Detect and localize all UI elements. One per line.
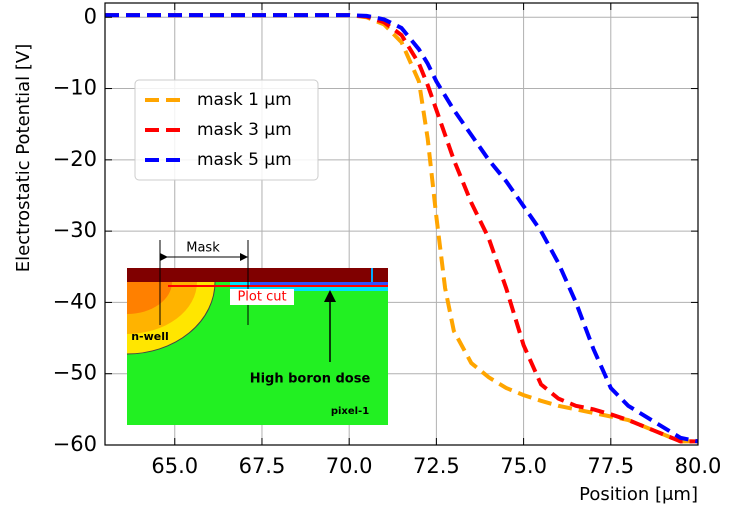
series-line xyxy=(105,13,698,444)
series-line xyxy=(105,13,698,444)
legend-label: mask 5 μm xyxy=(197,150,292,170)
x-tick-label: 72.5 xyxy=(413,454,460,478)
x-axis-label: Position [μm] xyxy=(579,484,698,505)
x-tick-label: 67.5 xyxy=(239,454,286,478)
y-tick-label: −50 xyxy=(53,361,97,385)
y-axis-label: Electrostatic Potential [V] xyxy=(13,44,34,273)
x-tick-label: 80.0 xyxy=(675,454,722,478)
legend-box xyxy=(134,79,319,181)
y-tick-label: −20 xyxy=(53,147,97,171)
y-tick-label: −30 xyxy=(53,218,97,242)
inset-image: Mask Plot cut n-well High boron dose pix… xyxy=(127,240,388,425)
legend: mask 1 μm mask 3 μm mask 5 μm xyxy=(134,79,319,181)
label-bg xyxy=(230,289,294,305)
legend-label: mask 1 μm xyxy=(197,90,292,110)
boron-layer xyxy=(250,282,388,286)
x-tick-label: 65.0 xyxy=(151,454,198,478)
x-tick-label: 77.5 xyxy=(587,454,634,478)
oxide-layer xyxy=(127,268,388,282)
lines xyxy=(105,13,699,444)
y-tick-label: −40 xyxy=(53,289,97,313)
annotation: pixel-1 xyxy=(331,406,369,417)
annotation: Plot cut xyxy=(237,290,286,305)
y-tick-label: −60 xyxy=(53,432,97,456)
annotation: n-well xyxy=(131,330,169,343)
y-tick-label: −10 xyxy=(53,76,97,100)
annotation: Mask xyxy=(186,241,220,256)
plot-frame xyxy=(104,2,699,446)
x-tick-label: 75.0 xyxy=(500,454,547,478)
series-line xyxy=(105,13,699,444)
annotation: High boron dose xyxy=(250,372,371,387)
y-tick-label: 0 xyxy=(84,4,97,28)
x-tick-label: 70.0 xyxy=(326,454,373,478)
legend-label: mask 3 μm xyxy=(197,120,292,140)
